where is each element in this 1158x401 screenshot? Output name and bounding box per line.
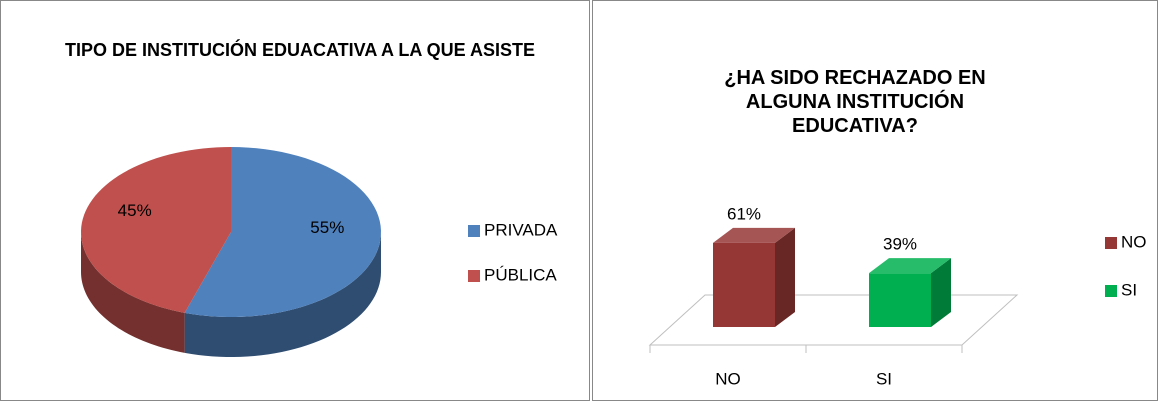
pie-side: [184, 232, 381, 357]
bar-top: [713, 227, 795, 243]
bar: [869, 273, 931, 327]
bar-side: [931, 258, 951, 327]
data-label: 55%: [310, 218, 344, 237]
x-tick-label: SI: [876, 369, 892, 388]
legend-swatch: [1105, 285, 1117, 297]
data-label: 45%: [118, 201, 152, 220]
data-label: 61%: [727, 204, 761, 223]
pie-slice: [184, 147, 381, 317]
legend-label: PRIVADA: [484, 220, 558, 239]
x-tick-label: NO: [715, 369, 741, 388]
chart-title: ¿HA SIDO RECHAZADO EN ALGUNA INSTITUCIÓN…: [724, 67, 986, 137]
legend-label: SI: [1121, 280, 1137, 299]
pie-slice: [81, 147, 231, 313]
pie-side: [81, 232, 185, 353]
legend-label: NO: [1121, 232, 1147, 251]
bar-top: [869, 258, 951, 274]
data-label: 39%: [883, 235, 917, 254]
legend-label: PÚBLICA: [484, 265, 557, 284]
legend-swatch: [468, 225, 480, 237]
legend-swatch: [1105, 237, 1117, 249]
panel-border: [592, 0, 1158, 401]
bar-side: [775, 227, 795, 327]
chart-title: TIPO DE INSTITUCIÓN EDUACATIVA A LA QUE …: [64, 40, 535, 60]
bar: [713, 242, 775, 327]
floor: [648, 294, 1019, 346]
legend-swatch: [468, 270, 480, 282]
